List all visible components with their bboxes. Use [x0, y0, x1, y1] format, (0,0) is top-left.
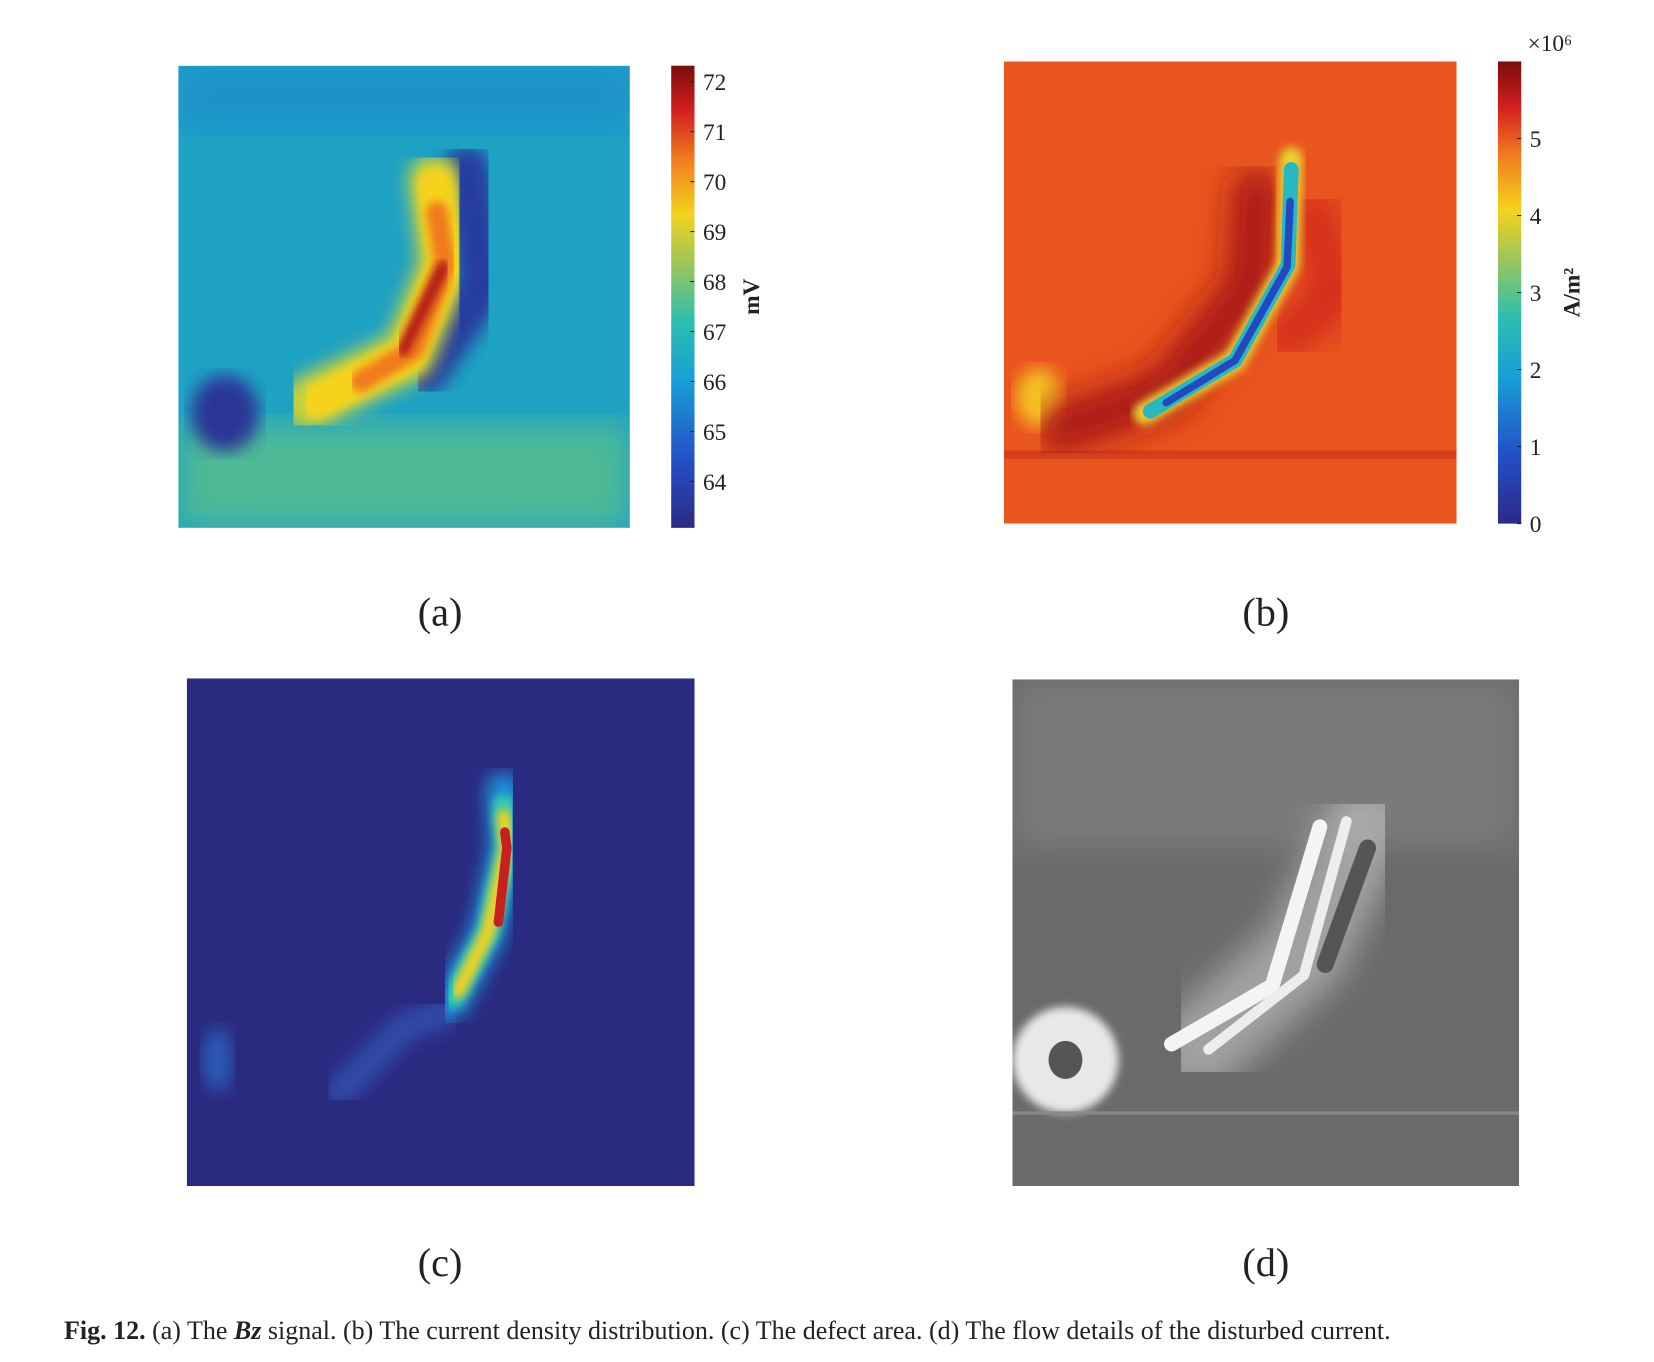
colorbar-tick-label: 1 — [1530, 435, 1542, 461]
heatmap-a — [178, 65, 630, 528]
caption: Fig. 12. (a) The Bz signal. (b) The curr… — [64, 1316, 1391, 1346]
colorbar-tick-label: 2 — [1530, 358, 1542, 384]
heatmap-c — [186, 678, 695, 1187]
colorbar-tick-label: 5 — [1530, 127, 1542, 153]
panel-label: (c) — [418, 1240, 463, 1285]
colorbar-tick-label: 3 — [1530, 281, 1542, 307]
colorbar-tick-label: 66 — [703, 370, 726, 396]
caption-emphasis: Bz — [233, 1316, 262, 1345]
colorbar-tick-label: 72 — [703, 70, 726, 96]
colorbar-tick-label: 67 — [703, 320, 726, 346]
panel-label: (b) — [1242, 589, 1289, 634]
colorbar-multiplier: ×10⁶ — [1528, 31, 1573, 57]
caption-text: (a) The — [152, 1316, 228, 1345]
heatmap-b — [1004, 61, 1457, 524]
colorbar-unit: A/m² — [1560, 268, 1586, 318]
colorbar-a — [671, 65, 695, 528]
colorbar-tick-label: 0 — [1530, 512, 1542, 538]
colorbar-tick-label: 65 — [703, 420, 726, 446]
caption-label: Fig. 12. — [64, 1316, 146, 1345]
colorbar-tick-label: 69 — [703, 220, 726, 246]
colorbar-b — [1497, 61, 1522, 524]
flow-map-d — [1012, 679, 1520, 1187]
panel-label: (d) — [1242, 1240, 1289, 1285]
colorbar-tick-label: 68 — [703, 270, 726, 296]
colorbar-tick-label: 71 — [703, 120, 726, 146]
colorbar-tick-label: 70 — [703, 170, 726, 196]
colorbar-unit: mV — [739, 278, 765, 314]
colorbar-tick-label: 64 — [703, 470, 727, 496]
panel-label: (a) — [418, 589, 463, 634]
caption-text: signal. (b) The current density distribu… — [267, 1316, 1391, 1345]
colorbar-tick-label: 4 — [1530, 204, 1542, 230]
